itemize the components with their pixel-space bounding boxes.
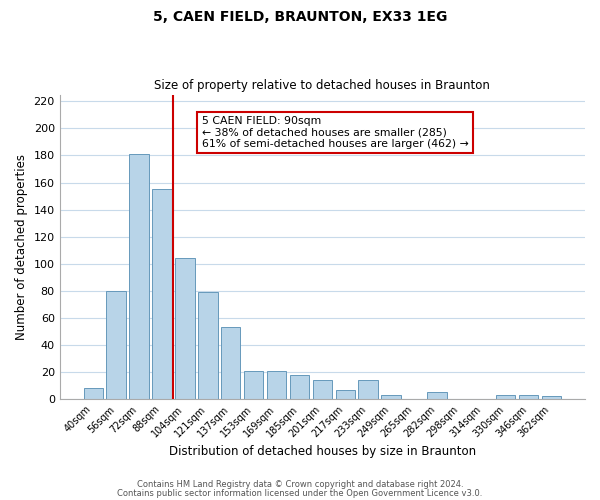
Bar	[542, 396, 561, 399]
Bar	[198, 292, 218, 399]
Bar	[152, 190, 172, 399]
Bar	[290, 375, 309, 399]
Bar	[175, 258, 194, 399]
Y-axis label: Number of detached properties: Number of detached properties	[15, 154, 28, 340]
X-axis label: Distribution of detached houses by size in Braunton: Distribution of detached houses by size …	[169, 444, 476, 458]
Bar	[519, 395, 538, 399]
Bar	[244, 370, 263, 399]
Text: Contains public sector information licensed under the Open Government Licence v3: Contains public sector information licen…	[118, 488, 482, 498]
Bar	[427, 392, 446, 399]
Bar	[496, 395, 515, 399]
Text: Contains HM Land Registry data © Crown copyright and database right 2024.: Contains HM Land Registry data © Crown c…	[137, 480, 463, 489]
Text: 5, CAEN FIELD, BRAUNTON, EX33 1EG: 5, CAEN FIELD, BRAUNTON, EX33 1EG	[153, 10, 447, 24]
Bar	[83, 388, 103, 399]
Bar	[358, 380, 378, 399]
Bar	[106, 291, 126, 399]
Text: 5 CAEN FIELD: 90sqm
← 38% of detached houses are smaller (285)
61% of semi-detac: 5 CAEN FIELD: 90sqm ← 38% of detached ho…	[202, 116, 468, 149]
Bar	[130, 154, 149, 399]
Bar	[382, 395, 401, 399]
Bar	[221, 328, 241, 399]
Bar	[335, 390, 355, 399]
Bar	[267, 370, 286, 399]
Title: Size of property relative to detached houses in Braunton: Size of property relative to detached ho…	[154, 79, 490, 92]
Bar	[313, 380, 332, 399]
